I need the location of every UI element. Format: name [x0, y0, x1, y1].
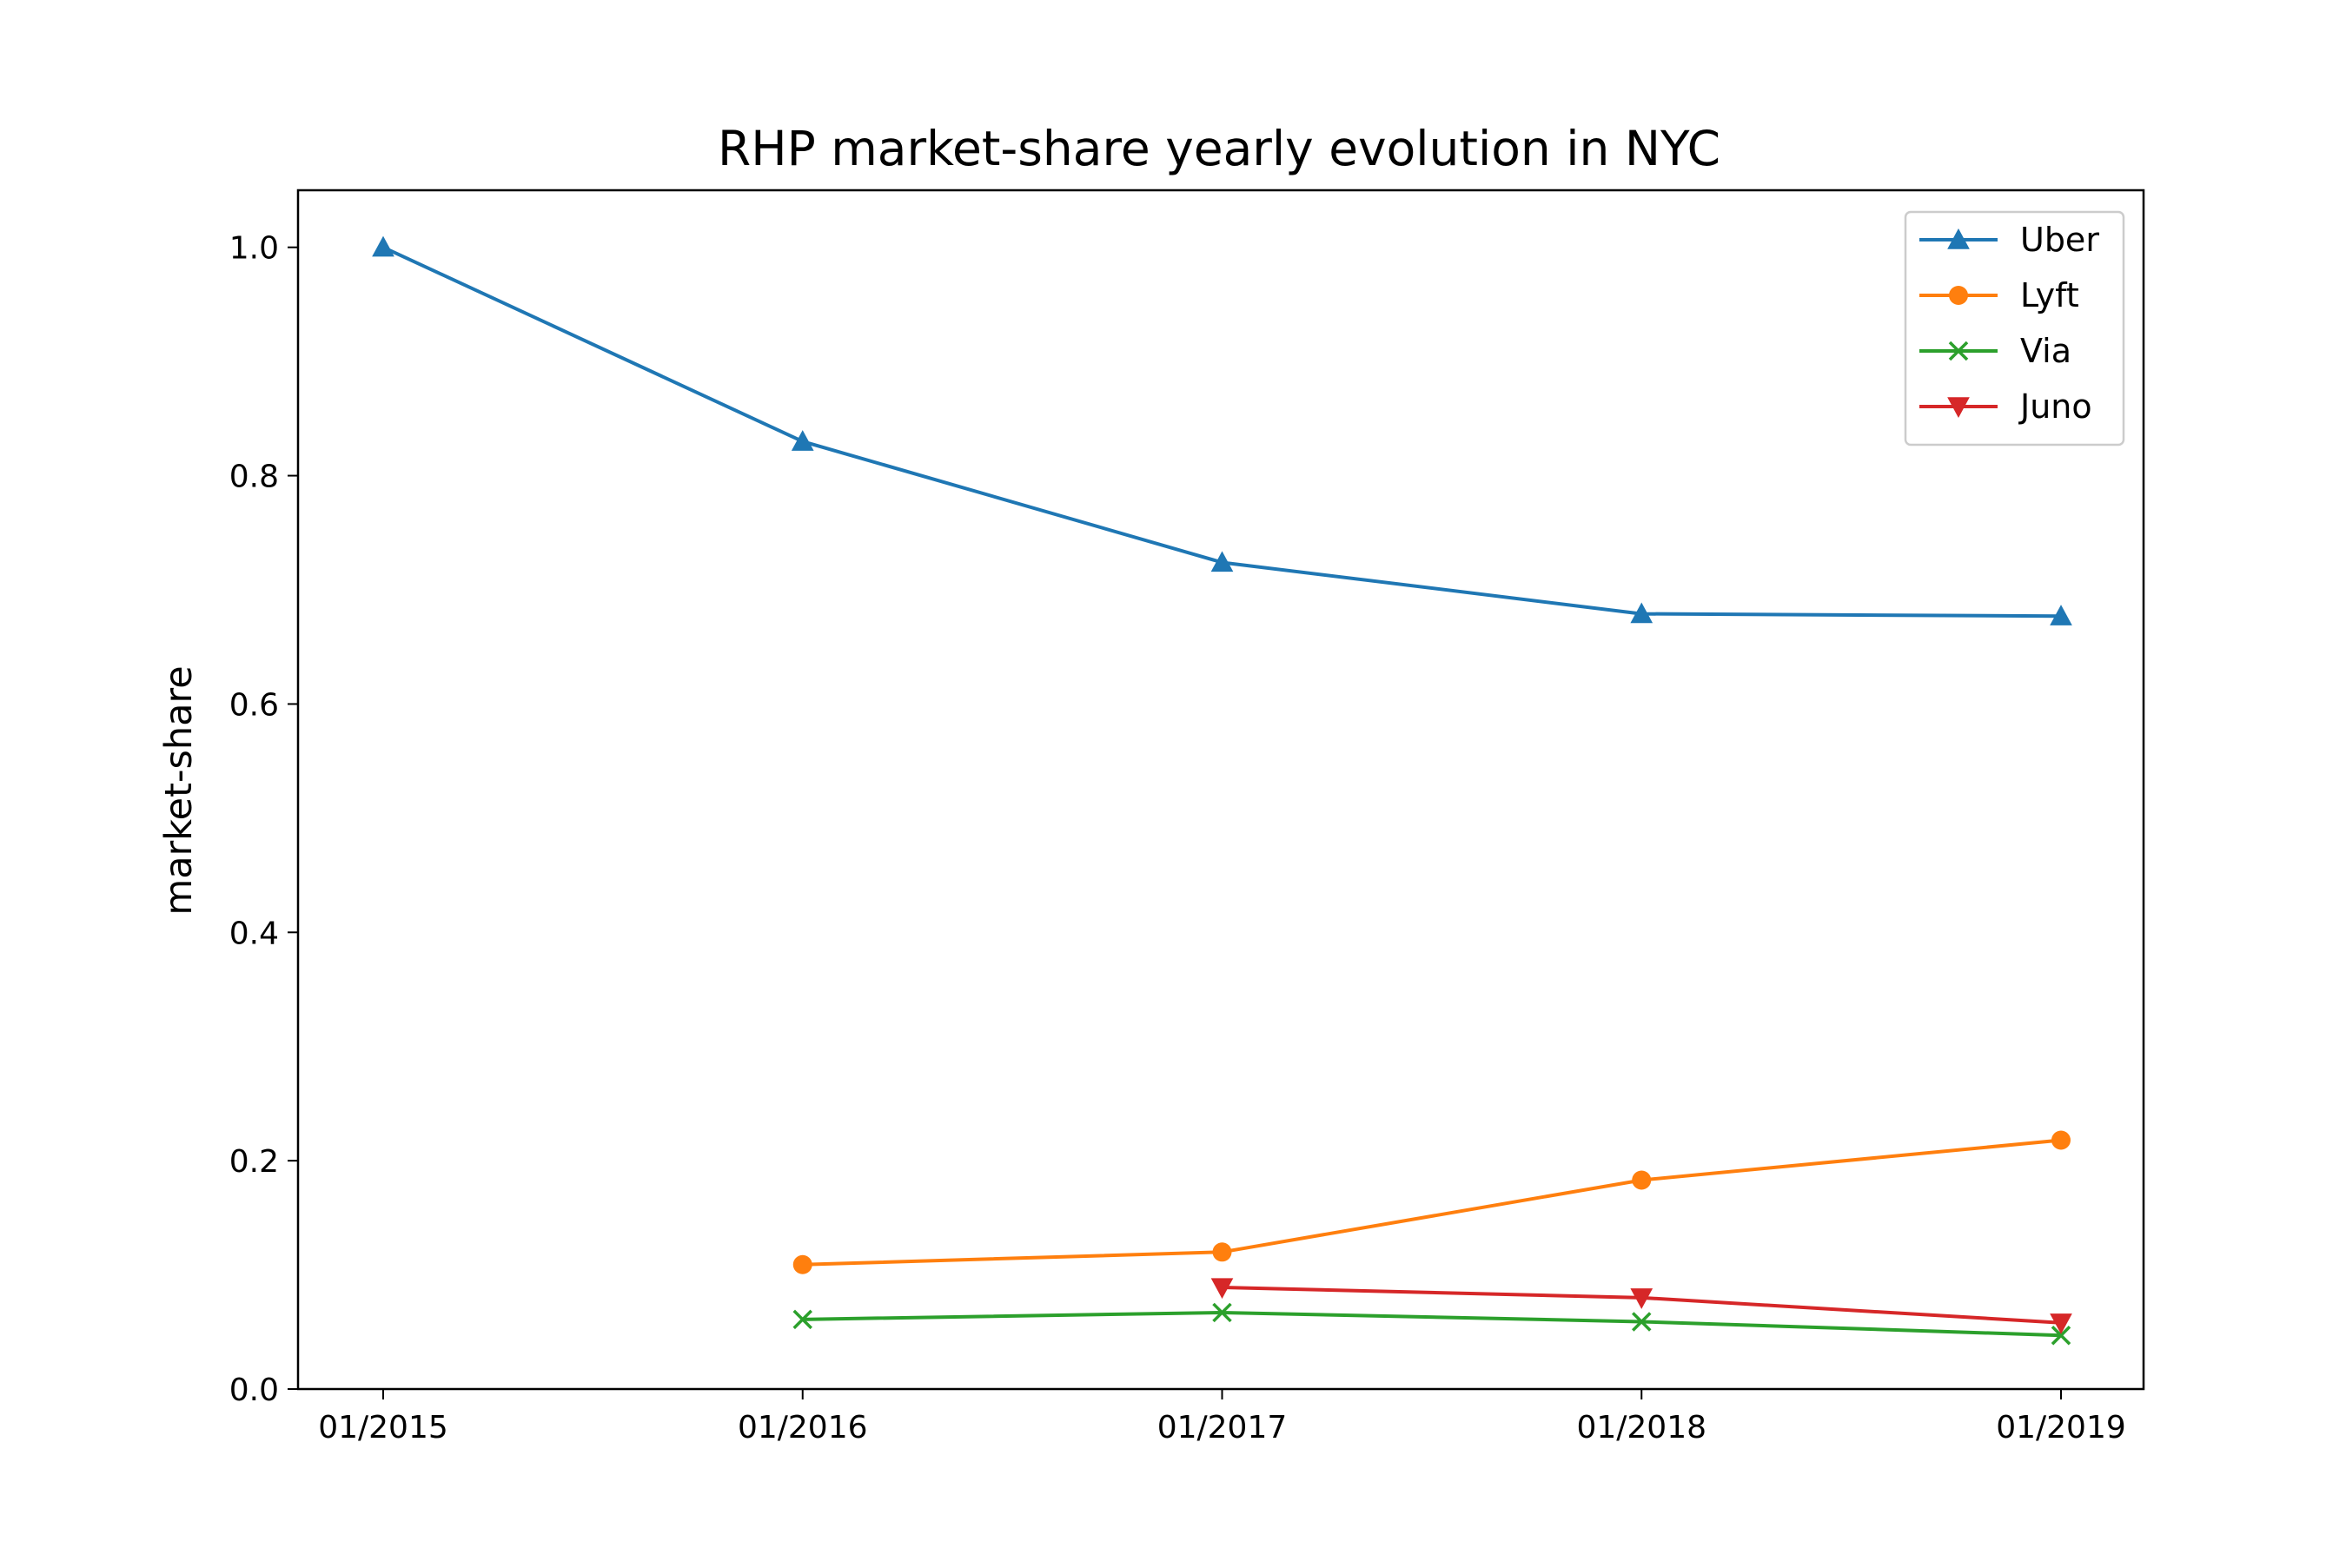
- legend-box: [1904, 210, 2125, 447]
- legend-label-uber: Uber: [2020, 221, 2099, 259]
- series-uber: [372, 235, 2072, 625]
- series-lyft: [792, 1130, 2071, 1274]
- y-axis-label: market-share: [157, 665, 201, 915]
- y-tick-label: 0.0: [229, 1373, 279, 1408]
- legend: Uber Lyft Via Juno: [1904, 210, 2125, 447]
- y-tick-label: 0.4: [229, 916, 279, 951]
- data-point-juno: [1630, 1288, 1653, 1309]
- data-point-via: [1212, 1302, 1232, 1323]
- series-line-lyft: [802, 1138, 2062, 1267]
- legend-label-lyft: Lyft: [2020, 276, 2079, 314]
- legend-item-via: Via: [1919, 332, 2071, 370]
- x-tick-label: 01/2016: [738, 1410, 868, 1446]
- axes-frame: [296, 189, 2145, 1391]
- data-point-juno: [2050, 1313, 2072, 1334]
- legend-marker-uber: [1947, 228, 1970, 249]
- y-tick-label: 0.6: [229, 687, 279, 723]
- data-point-juno: [1210, 1278, 1234, 1300]
- data-point-lyft: [1212, 1242, 1232, 1262]
- series-via: [792, 1302, 2071, 1346]
- data-point-uber: [1210, 551, 1234, 572]
- chart-title: RHP market-share yearly evolution in NYC: [718, 121, 1720, 176]
- y-tick-label: 1.0: [229, 231, 279, 267]
- legend-item-lyft: Lyft: [1919, 276, 2079, 314]
- legend-label-juno: Juno: [2018, 387, 2092, 426]
- data-point-uber: [372, 235, 394, 257]
- data-point-lyft: [1632, 1170, 1652, 1190]
- data-point-uber: [2050, 605, 2072, 625]
- legend-marker-via: [1948, 341, 1969, 361]
- x-tick-label: 01/2017: [1157, 1410, 1288, 1446]
- x-tick-label: 01/2018: [1576, 1410, 1706, 1446]
- y-tick-label: 0.8: [229, 460, 279, 495]
- x-marker-stroke: [2051, 1325, 2071, 1346]
- x-tick-label: 01/2015: [318, 1410, 448, 1446]
- data-point-uber: [791, 430, 814, 451]
- data-point-uber: [1630, 602, 1653, 624]
- x-marker-stroke: [1212, 1302, 1232, 1323]
- data-point-via: [1632, 1312, 1652, 1332]
- data-point-lyft: [792, 1254, 812, 1274]
- x-marker-stroke: [792, 1309, 812, 1330]
- x-marker-stroke: [1632, 1312, 1652, 1332]
- legend-label-via: Via: [2020, 332, 2071, 370]
- data-point-via: [2051, 1325, 2071, 1346]
- series-line-via: [802, 1310, 2062, 1338]
- data-point-lyft: [2051, 1130, 2071, 1150]
- legend-marker-juno: [1947, 397, 1970, 419]
- x-tick-label: 01/2019: [1996, 1410, 2126, 1446]
- legend-item-juno: Juno: [1919, 387, 2092, 426]
- data-point-via: [792, 1309, 812, 1330]
- legend-marker-lyft: [1949, 286, 1968, 305]
- series-juno: [1210, 1278, 2072, 1334]
- legend-item-uber: Uber: [1919, 221, 2099, 259]
- plot-area: 0.0 0.2 0.4 0.6 0.8 1.0 01/2015 01/2016 01/2017 0…: [229, 189, 2145, 1446]
- y-tick-label: 0.2: [229, 1144, 279, 1180]
- x-marker-stroke: [1948, 341, 1969, 361]
